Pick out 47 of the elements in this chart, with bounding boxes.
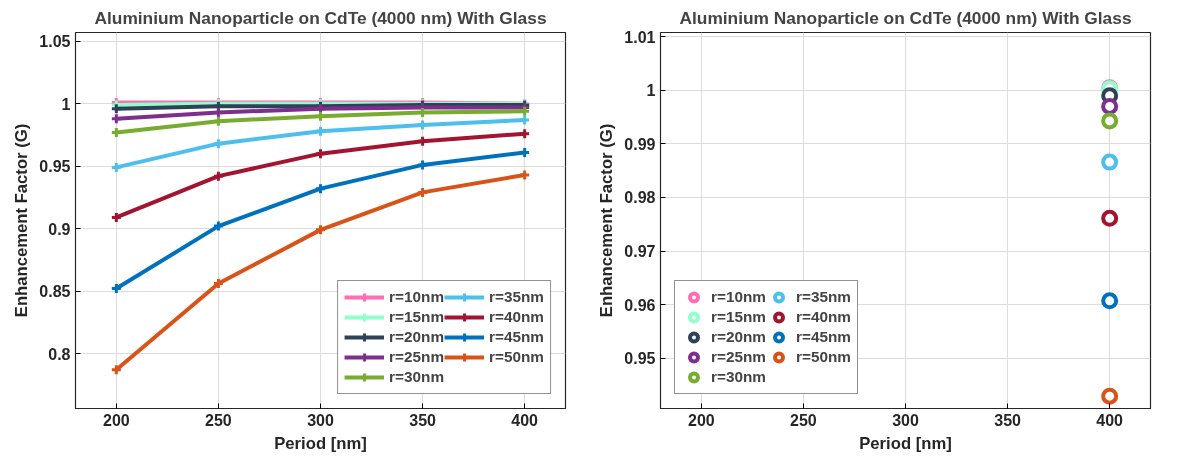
- legend-label: r=20nm: [389, 328, 445, 346]
- y-tick-label: 0.98: [624, 189, 656, 207]
- x-tick-label: 400: [1096, 411, 1124, 429]
- y-tick-label: 0.95: [624, 350, 656, 368]
- y-tick-label: 0.8: [48, 345, 71, 363]
- y-tick-label: 1.05: [39, 33, 71, 51]
- y-tick-label: 0.9: [48, 220, 71, 238]
- y-tick-label: 0.95: [39, 158, 71, 176]
- y-axis-title: Enhancement Factor (G): [12, 123, 32, 318]
- legend-label: r=15nm: [711, 308, 766, 326]
- legend-label: r=30nm: [711, 368, 766, 386]
- x-tick-label: 300: [892, 411, 919, 429]
- y-axis-title: Enhancement Factor (G): [597, 123, 617, 318]
- y-tick-label: 0.99: [624, 135, 656, 153]
- x-axis-title: Period [nm]: [859, 433, 952, 453]
- legend-label: r=20nm: [711, 328, 766, 346]
- chart-title: Aluminium Nanoparticle on CdTe (4000 nm) With Glass: [94, 7, 547, 28]
- x-tick-label: 250: [205, 411, 232, 429]
- y-tick-label: 0.97: [624, 243, 656, 261]
- legend-label: r=15nm: [389, 308, 445, 326]
- legend-label: r=25nm: [389, 348, 445, 366]
- x-tick-label: 300: [307, 411, 334, 429]
- x-tick-label: 250: [790, 411, 817, 429]
- legend-label: r=25nm: [711, 348, 766, 366]
- x-tick-label: 200: [102, 411, 130, 429]
- y-tick-label: 0.85: [39, 283, 71, 301]
- legend-label: r=10nm: [389, 288, 445, 306]
- legend-label: r=35nm: [489, 288, 544, 306]
- chart-title: Aluminium Nanoparticle on CdTe (4000 nm) With Glass: [679, 7, 1132, 28]
- legend-label: r=45nm: [489, 328, 544, 346]
- legend-label: r=40nm: [795, 308, 851, 326]
- legend-label: r=40nm: [489, 308, 544, 326]
- x-axis-title: Period [nm]: [274, 433, 367, 453]
- legend-label: r=50nm: [489, 348, 544, 366]
- y-tick-label: 1: [646, 82, 656, 100]
- x-tick-label: 200: [687, 411, 715, 429]
- legend-label: r=10nm: [711, 288, 766, 306]
- legend-label: r=30nm: [389, 368, 445, 386]
- y-tick-label: 0.96: [624, 296, 656, 314]
- legend-label: r=45nm: [795, 328, 851, 346]
- y-tick-label: 1.01: [624, 28, 656, 46]
- y-tick-label: 1: [61, 95, 71, 113]
- x-tick-label: 350: [994, 411, 1022, 429]
- legend-label: r=35nm: [795, 288, 851, 306]
- legend-label: r=50nm: [795, 348, 851, 366]
- x-tick-label: 350: [409, 411, 437, 429]
- x-tick-label: 400: [511, 411, 539, 429]
